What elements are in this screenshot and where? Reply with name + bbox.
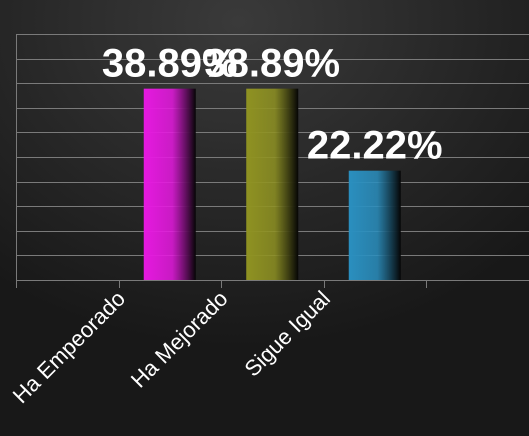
data-label: 22.22% xyxy=(307,124,443,168)
axes xyxy=(16,34,529,288)
bar-ha-mejorado xyxy=(246,88,299,281)
bars xyxy=(143,88,401,281)
data-labels: 38.89%38.89% 22.22% xyxy=(102,42,443,168)
data-label: 38.89% xyxy=(204,42,340,86)
bar-sigue-igual xyxy=(348,170,401,280)
data-label: 38.89% xyxy=(102,42,238,86)
bar-ha-empeorado xyxy=(143,88,196,281)
